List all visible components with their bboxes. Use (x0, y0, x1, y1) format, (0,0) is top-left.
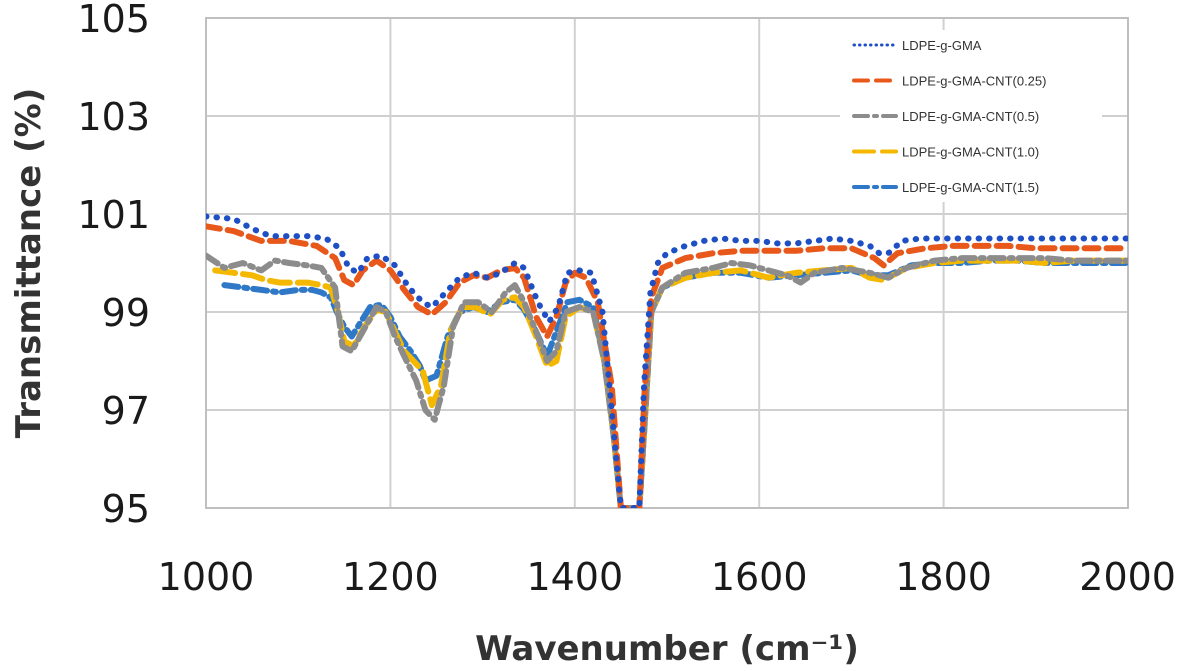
legend-label: LDPE-g-GMA-CNT(1.0) (902, 145, 1039, 160)
series-line-3 (206, 252, 1128, 508)
x-axis-title: Wavenumber (cm⁻¹) (475, 629, 859, 669)
y-tick-label: 95 (102, 487, 150, 531)
y-tick-label: 101 (77, 193, 150, 237)
x-tick-label: 1000 (158, 555, 255, 599)
x-tick-label: 1400 (526, 555, 623, 599)
series-line-2 (206, 223, 1128, 508)
y-tick-label: 105 (77, 0, 150, 41)
x-tick-label: 2000 (1079, 555, 1176, 599)
y-tick-label: 99 (102, 291, 150, 335)
series-line-4 (212, 257, 1128, 508)
y-axis-title: Transmittance (%) (9, 88, 49, 439)
y-tick-labels: 95 97 99 101 103 105 (77, 0, 150, 531)
legend-label: LDPE-g-GMA-CNT(1.5) (902, 180, 1039, 195)
x-tick-label: 1600 (711, 555, 808, 599)
y-tick-label: 103 (77, 95, 150, 139)
legend-label: LDPE-g-GMA (902, 38, 982, 53)
series-layer (206, 213, 1128, 508)
series-line-5 (221, 257, 1128, 508)
legend-label: LDPE-g-GMA-CNT(0.25) (902, 74, 1046, 89)
x-tick-label: 1800 (895, 555, 992, 599)
x-tick-label: 1200 (342, 555, 439, 599)
x-tick-labels: 1000 1200 1400 1600 1800 2000 (158, 555, 1176, 599)
legend-label: LDPE-g-GMA-CNT(0.5) (902, 109, 1039, 124)
series-line-1 (206, 213, 1128, 508)
legend: LDPE-g-GMA LDPE-g-GMA-CNT(0.25) LDPE-g-GMA… (840, 30, 1102, 202)
y-tick-label: 97 (102, 389, 150, 433)
